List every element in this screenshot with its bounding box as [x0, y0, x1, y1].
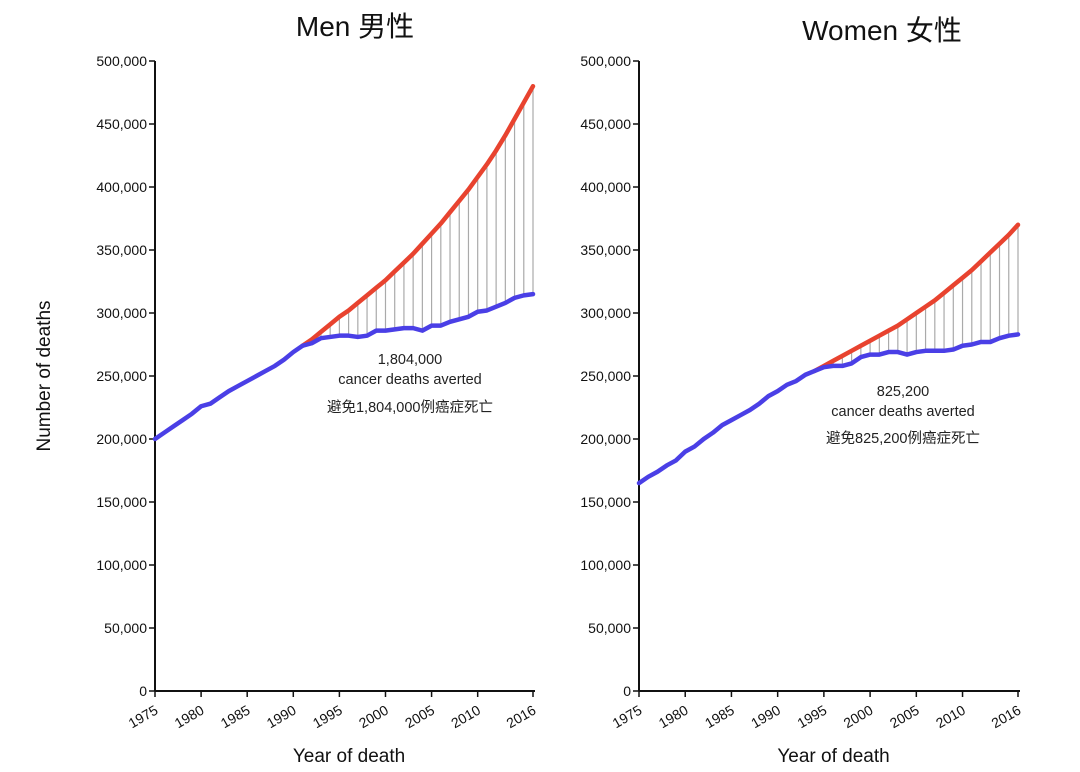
x-tick-label: 1975	[126, 702, 161, 732]
y-tick-label: 300,000	[580, 305, 631, 321]
x-tick-label: 2005	[887, 702, 922, 732]
y-tick-label: 150,000	[580, 494, 631, 510]
y-tick-label: 450,000	[96, 116, 147, 132]
y-tick-label: 350,000	[96, 242, 147, 258]
y-tick-label: 0	[139, 683, 147, 699]
x-tick-label: 1990	[264, 702, 299, 732]
chart-title: Men 男性	[296, 11, 414, 42]
y-tick-label: 200,000	[580, 431, 631, 447]
y-tick-label: 50,000	[588, 620, 631, 636]
y-tick-label: 500,000	[96, 53, 147, 69]
expected-deaths-line	[300, 83, 536, 349]
y-tick-label: 200,000	[96, 431, 147, 447]
x-axis-label: Year of death	[777, 746, 889, 767]
x-tick-label: 2010	[933, 702, 968, 732]
x-tick-label: 2016	[504, 702, 539, 732]
observed-deaths-line	[152, 291, 536, 442]
x-tick-label: 2000	[841, 702, 876, 732]
y-tick-label: 100,000	[96, 557, 147, 573]
y-tick-label: 250,000	[96, 368, 147, 384]
y-tick-label: 400,000	[96, 179, 147, 195]
x-tick-label: 1975	[610, 702, 645, 732]
men-chart: Men 男性 0 50,000 100,000 150,000 200,000 250,00…	[34, 11, 539, 767]
x-tick-label: 2010	[448, 702, 483, 732]
y-tick-label: 300,000	[96, 305, 147, 321]
x-tick-label: 1980	[172, 702, 207, 732]
averted-annotation: 1,804,000	[378, 352, 443, 368]
y-tick-label: 250,000	[580, 368, 631, 384]
y-axis-label: Number of deaths	[34, 300, 55, 451]
y-tick-label: 100,000	[580, 557, 631, 573]
x-tick-label: 1995	[794, 702, 829, 732]
averted-annotation: 避免1,804,000例癌症死亡	[327, 399, 493, 416]
x-tick-label: 1990	[748, 702, 783, 732]
x-axis-label: Year of death	[293, 746, 405, 767]
averted-annotation: 避免825,200例癌症死亡	[826, 430, 980, 447]
women-chart: Women 女性 0 50,000 100,000 150,000 200,000 250,…	[580, 15, 1023, 767]
y-tick-label: 500,000	[580, 53, 631, 69]
y-tick-label: 400,000	[580, 179, 631, 195]
x-tick-label: 1985	[218, 702, 253, 732]
x-tick-label: 1980	[656, 702, 691, 732]
y-tick-label: 450,000	[580, 116, 631, 132]
y-tick-label: 350,000	[580, 242, 631, 258]
averted-annotation: cancer deaths averted	[831, 404, 974, 420]
y-tick-label: 0	[623, 683, 631, 699]
averted-annotation: 825,200	[877, 384, 929, 400]
x-tick-label: 2005	[402, 702, 437, 732]
averted-annotation: cancer deaths averted	[338, 372, 481, 388]
observed-deaths-line	[636, 332, 1021, 486]
x-tick-label: 2000	[356, 702, 391, 732]
y-tick-label: 150,000	[96, 494, 147, 510]
y-tick-label: 50,000	[104, 620, 147, 636]
chart-title: Women 女性	[802, 15, 962, 46]
x-tick-label: 2016	[989, 702, 1024, 732]
x-tick-label: 1985	[702, 702, 737, 732]
x-tick-label: 1995	[310, 702, 345, 732]
